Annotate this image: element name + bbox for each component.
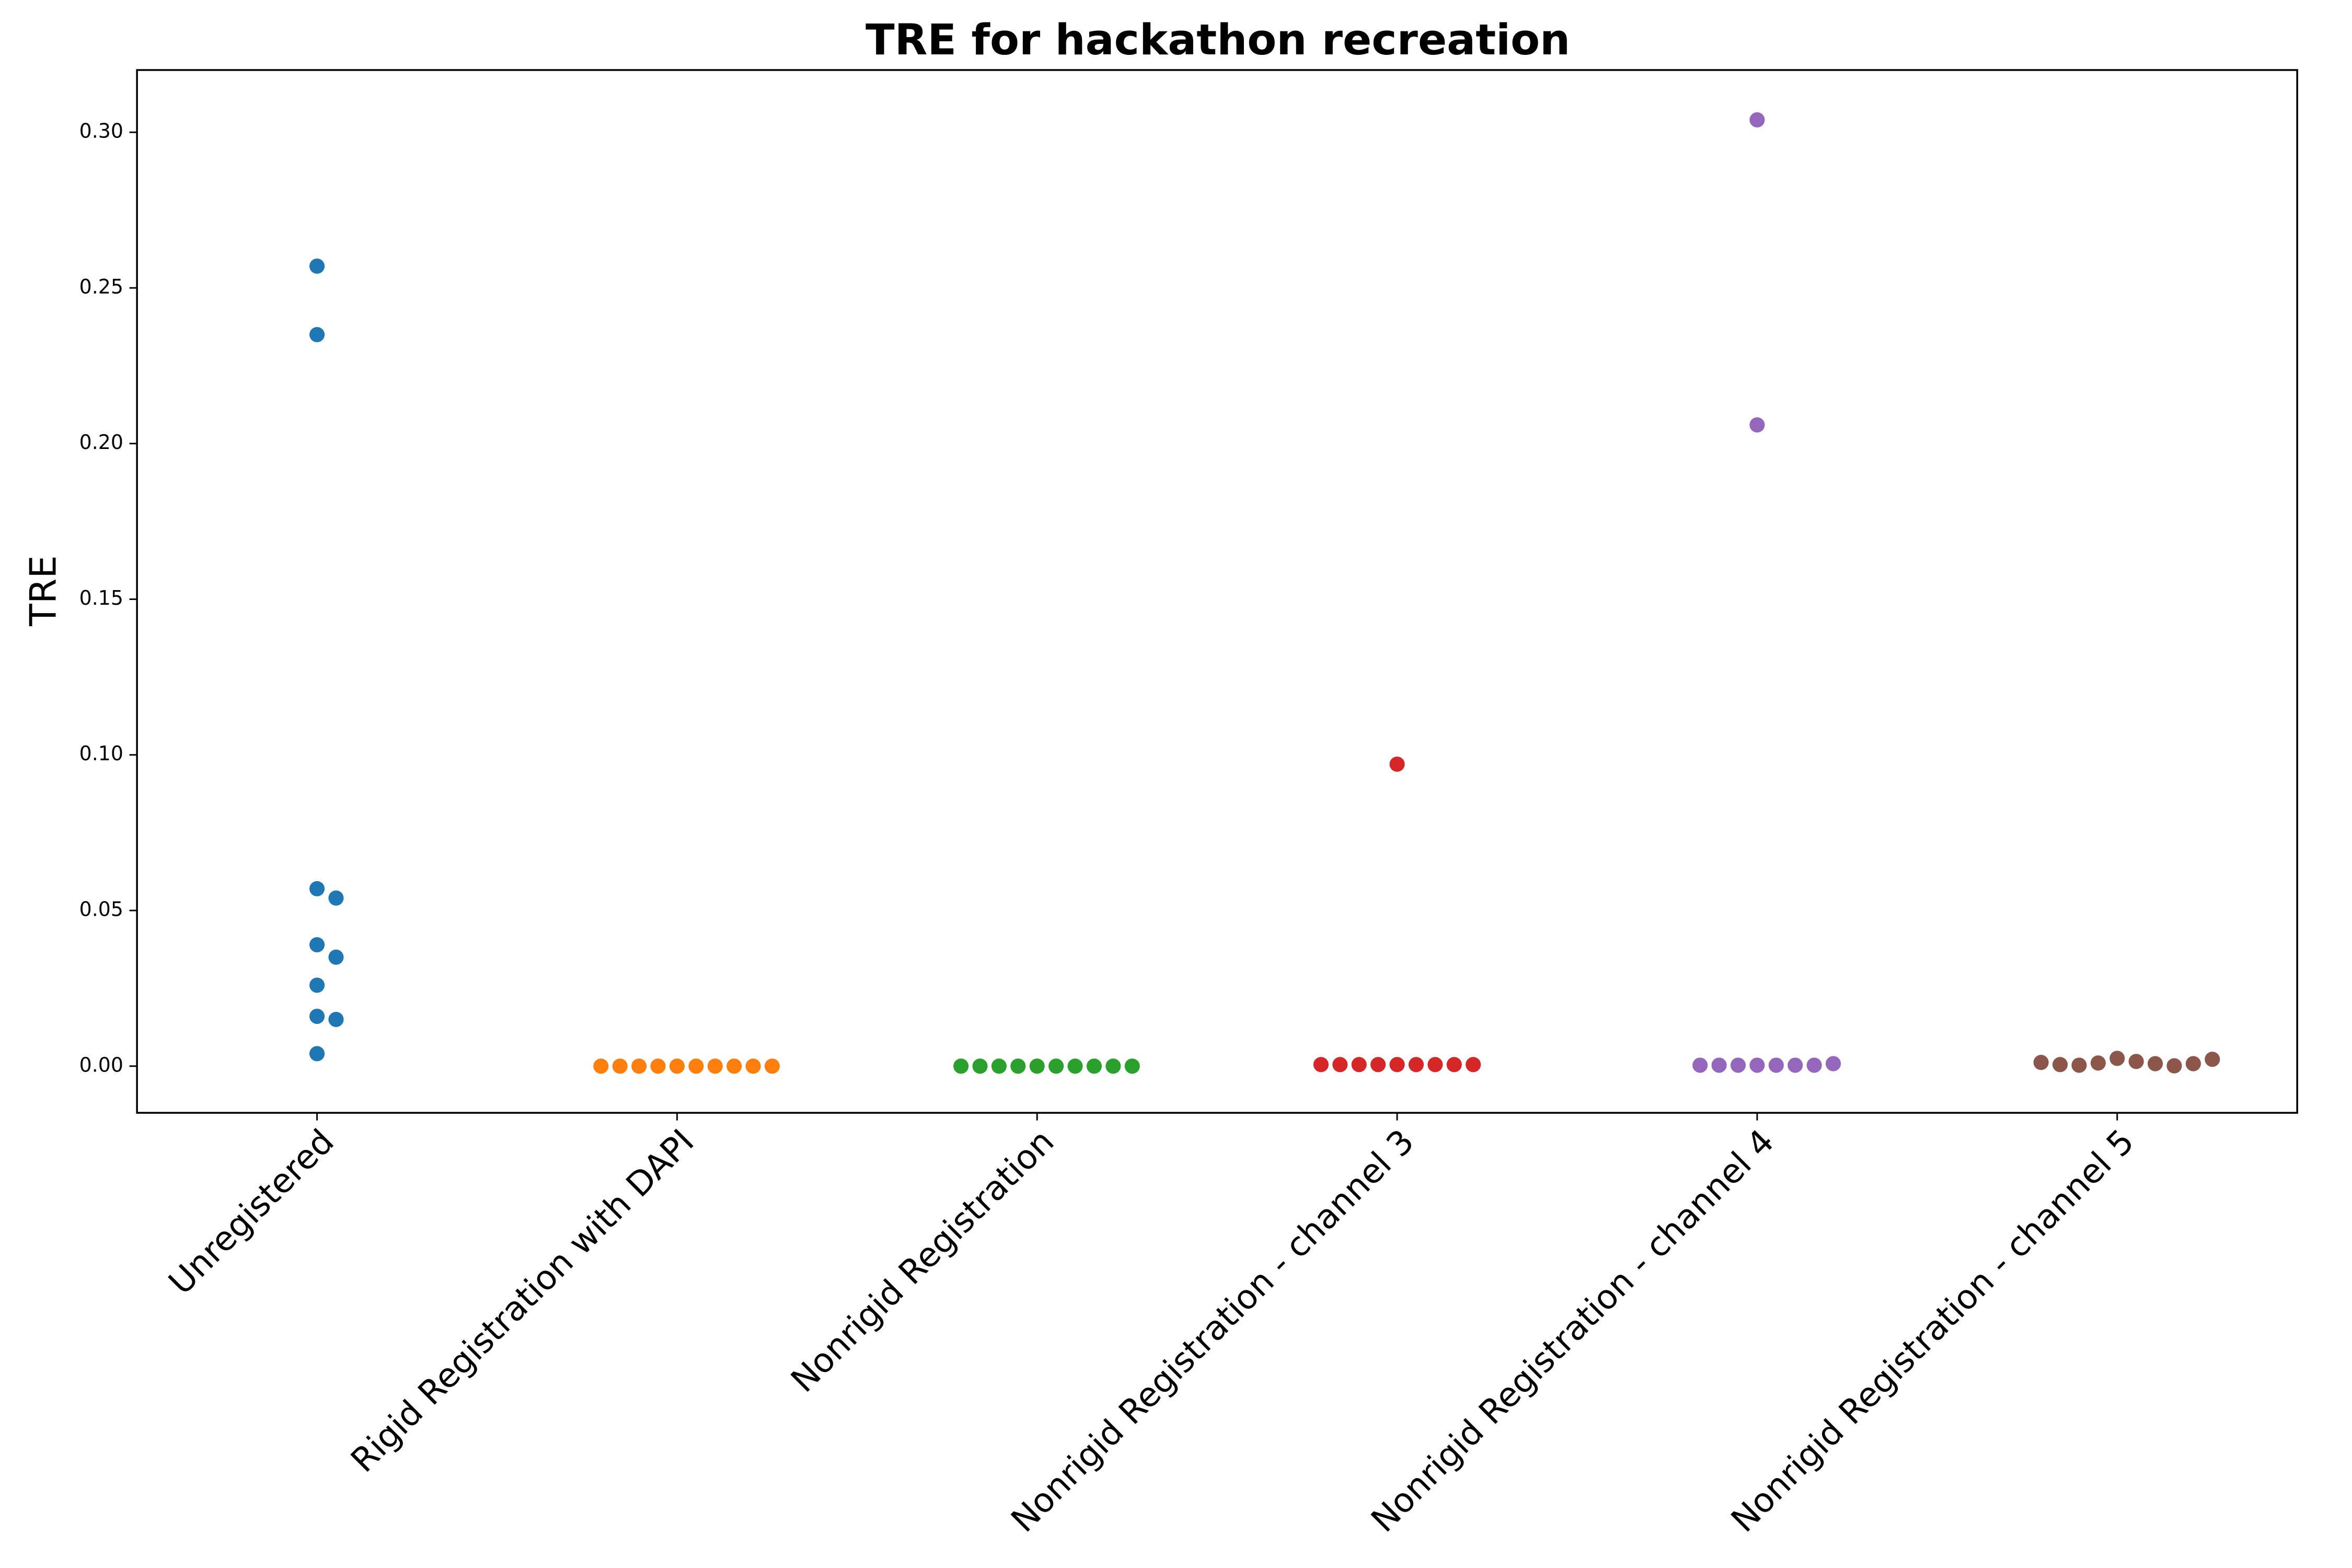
dot — [1825, 1056, 1841, 1071]
dot — [1010, 1058, 1026, 1074]
dot — [2205, 1052, 2220, 1067]
dot — [1711, 1057, 1727, 1073]
dot — [309, 1008, 325, 1024]
dot — [1067, 1058, 1083, 1074]
dot — [669, 1058, 685, 1074]
dot — [309, 977, 325, 993]
dot — [1427, 1057, 1443, 1073]
dot — [1692, 1057, 1708, 1073]
y-axis-label: TRE — [22, 555, 64, 626]
dot — [309, 1046, 325, 1062]
dot — [727, 1058, 742, 1074]
y-tick-label: 0.25 — [79, 275, 123, 298]
dot — [1389, 1057, 1405, 1073]
dot — [2071, 1057, 2087, 1073]
dot — [309, 881, 325, 896]
dot — [1446, 1057, 1462, 1073]
dot — [2147, 1056, 2163, 1071]
dot — [1408, 1057, 1424, 1073]
dot — [1370, 1057, 1386, 1073]
dot — [1730, 1057, 1746, 1073]
dot — [1313, 1057, 1329, 1073]
dot — [328, 890, 344, 906]
dot — [1749, 417, 1765, 433]
y-tick-label: 0.05 — [79, 898, 123, 921]
dot — [1768, 1057, 1784, 1073]
dot — [1086, 1058, 1102, 1074]
dot — [1389, 756, 1405, 772]
dot — [991, 1058, 1007, 1074]
dot — [972, 1058, 988, 1074]
y-tick-label: 0.15 — [79, 586, 123, 609]
dot — [631, 1058, 647, 1074]
dot — [328, 949, 344, 965]
dot — [328, 1011, 344, 1028]
dot — [1124, 1058, 1140, 1074]
dot — [688, 1058, 704, 1074]
y-tick-label: 0.30 — [79, 120, 123, 143]
y-tick-label: 0.10 — [79, 742, 123, 765]
y-tick-label: 0.00 — [79, 1053, 123, 1076]
dot — [309, 327, 325, 342]
dot — [1788, 1057, 1803, 1073]
dot — [2128, 1054, 2144, 1069]
dot — [650, 1058, 666, 1074]
dot — [1749, 1057, 1765, 1073]
dot — [2109, 1051, 2125, 1066]
dot — [1351, 1057, 1367, 1073]
dot — [2090, 1055, 2106, 1071]
dot — [707, 1058, 723, 1074]
dot — [1466, 1057, 1481, 1073]
dot — [593, 1058, 609, 1074]
dot — [764, 1058, 780, 1074]
dot — [953, 1058, 969, 1074]
dot — [1105, 1058, 1121, 1074]
dot — [745, 1058, 761, 1074]
dot — [1332, 1057, 1348, 1073]
dot — [612, 1058, 628, 1074]
dot — [1029, 1058, 1045, 1074]
dot — [1048, 1058, 1064, 1074]
chart-title: TRE for hackathon recreation — [866, 15, 1570, 65]
dot — [2166, 1058, 2182, 1074]
dot — [2033, 1055, 2049, 1070]
y-tick-label: 0.20 — [79, 431, 123, 454]
dot — [2052, 1057, 2068, 1073]
dot — [1806, 1057, 1822, 1073]
dot — [1749, 112, 1765, 128]
dot — [309, 258, 325, 274]
dot — [2185, 1056, 2201, 1071]
dot — [309, 937, 325, 953]
plot-frame — [136, 69, 2298, 1114]
